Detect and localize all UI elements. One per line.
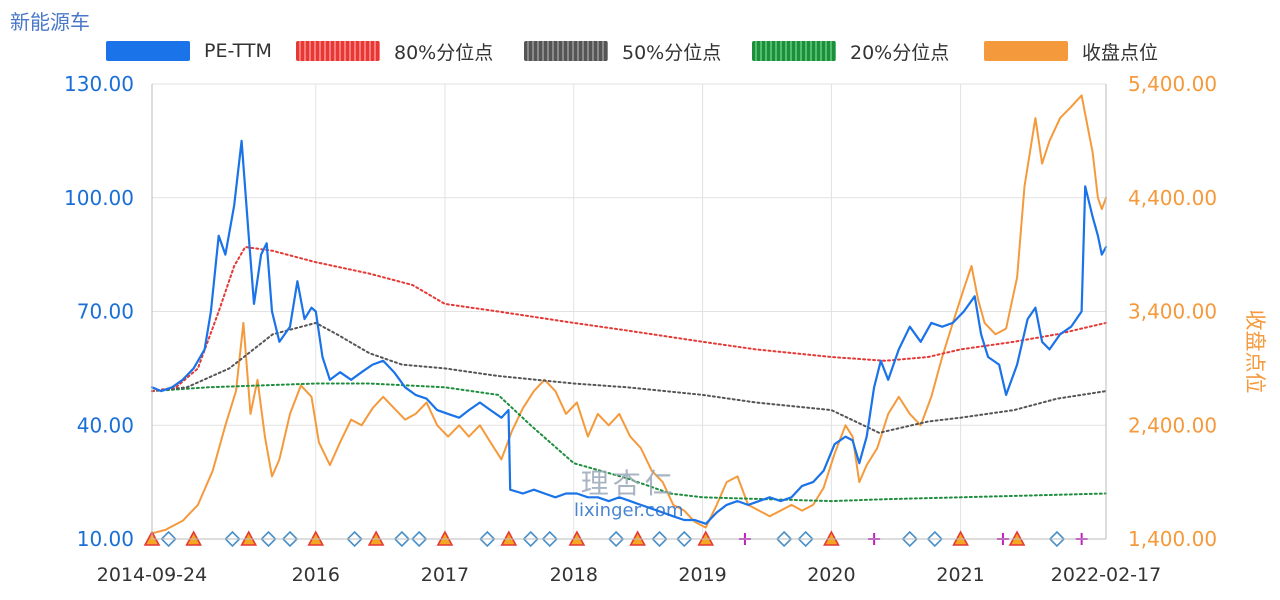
- x-tick-label: 2018: [550, 564, 598, 586]
- y-left-tick-label: 40.00: [77, 413, 134, 437]
- legend-label-pe-ttm: PE-TTM: [204, 40, 272, 62]
- x-tick-label: 2020: [807, 564, 855, 586]
- legend-label-20: 20%分位点: [850, 41, 950, 64]
- y-left-tick-label: 70.00: [77, 300, 134, 324]
- legend-swatch-50: [524, 41, 608, 61]
- y-left-tick-label: 100.00: [64, 186, 134, 210]
- legend-swatch-80: [296, 41, 380, 61]
- series-layer: [150, 94, 1108, 535]
- x-tick-label: 2014-09-24: [97, 564, 207, 586]
- watermark: 理杏仁 lixinger.com: [574, 462, 683, 521]
- legend-label-close: 收盘点位: [1082, 41, 1159, 64]
- x-tick-label: 2021: [936, 564, 984, 586]
- legend-item-pe-ttm[interactable]: PE-TTM: [106, 36, 272, 66]
- series-line-pe-ttm: [150, 139, 1108, 525]
- y-right-tick-label: 4,400.00: [1128, 186, 1217, 210]
- series-line-p50: [151, 321, 1107, 434]
- x-tick-label: 2019: [678, 564, 726, 586]
- legend-swatch-20: [752, 41, 836, 61]
- y-left-tick-label: 130.00: [64, 72, 134, 96]
- y-left-tick-label: 10.00: [77, 527, 134, 551]
- x-tick-label: 2017: [421, 564, 469, 586]
- series-line-close: [151, 94, 1107, 535]
- legend-swatch-pe-ttm: [106, 41, 190, 61]
- chart-title: 新能源车: [10, 10, 90, 34]
- legend: PE-TTM 80%分位点 50%分位点 20%分位点 收盘点位: [0, 36, 1280, 66]
- legend-item-50[interactable]: 50%分位点: [524, 36, 721, 66]
- legend-item-20[interactable]: 20%分位点: [752, 36, 949, 66]
- x-tick-label: 2022-02-17: [1051, 564, 1161, 586]
- watermark-url: lixinger.com: [574, 500, 684, 521]
- x-tick-label: 2016: [292, 564, 340, 586]
- y-right-axis-label: 收盘点位: [1243, 310, 1267, 394]
- series-line-p20: [151, 382, 1107, 503]
- legend-item-close[interactable]: 收盘点位: [984, 36, 1158, 66]
- y-right-tick-label: 5,400.00: [1128, 72, 1217, 96]
- legend-label-50: 50%分位点: [622, 41, 722, 64]
- y-right-tick-label: 3,400.00: [1128, 300, 1217, 324]
- axes: 10.00 1,400.00 40.00 2,400.00 70.00 3,400.00 1…: [64, 72, 1267, 586]
- watermark-text: 理杏仁: [580, 467, 677, 500]
- series-line-p80: [151, 246, 1107, 393]
- y-right-tick-label: 2,400.00: [1128, 413, 1217, 437]
- legend-item-80[interactable]: 80%分位点: [296, 36, 493, 66]
- y-right-tick-label: 1,400.00: [1128, 527, 1217, 551]
- legend-swatch-close: [984, 41, 1068, 61]
- legend-label-80: 80%分位点: [394, 41, 494, 64]
